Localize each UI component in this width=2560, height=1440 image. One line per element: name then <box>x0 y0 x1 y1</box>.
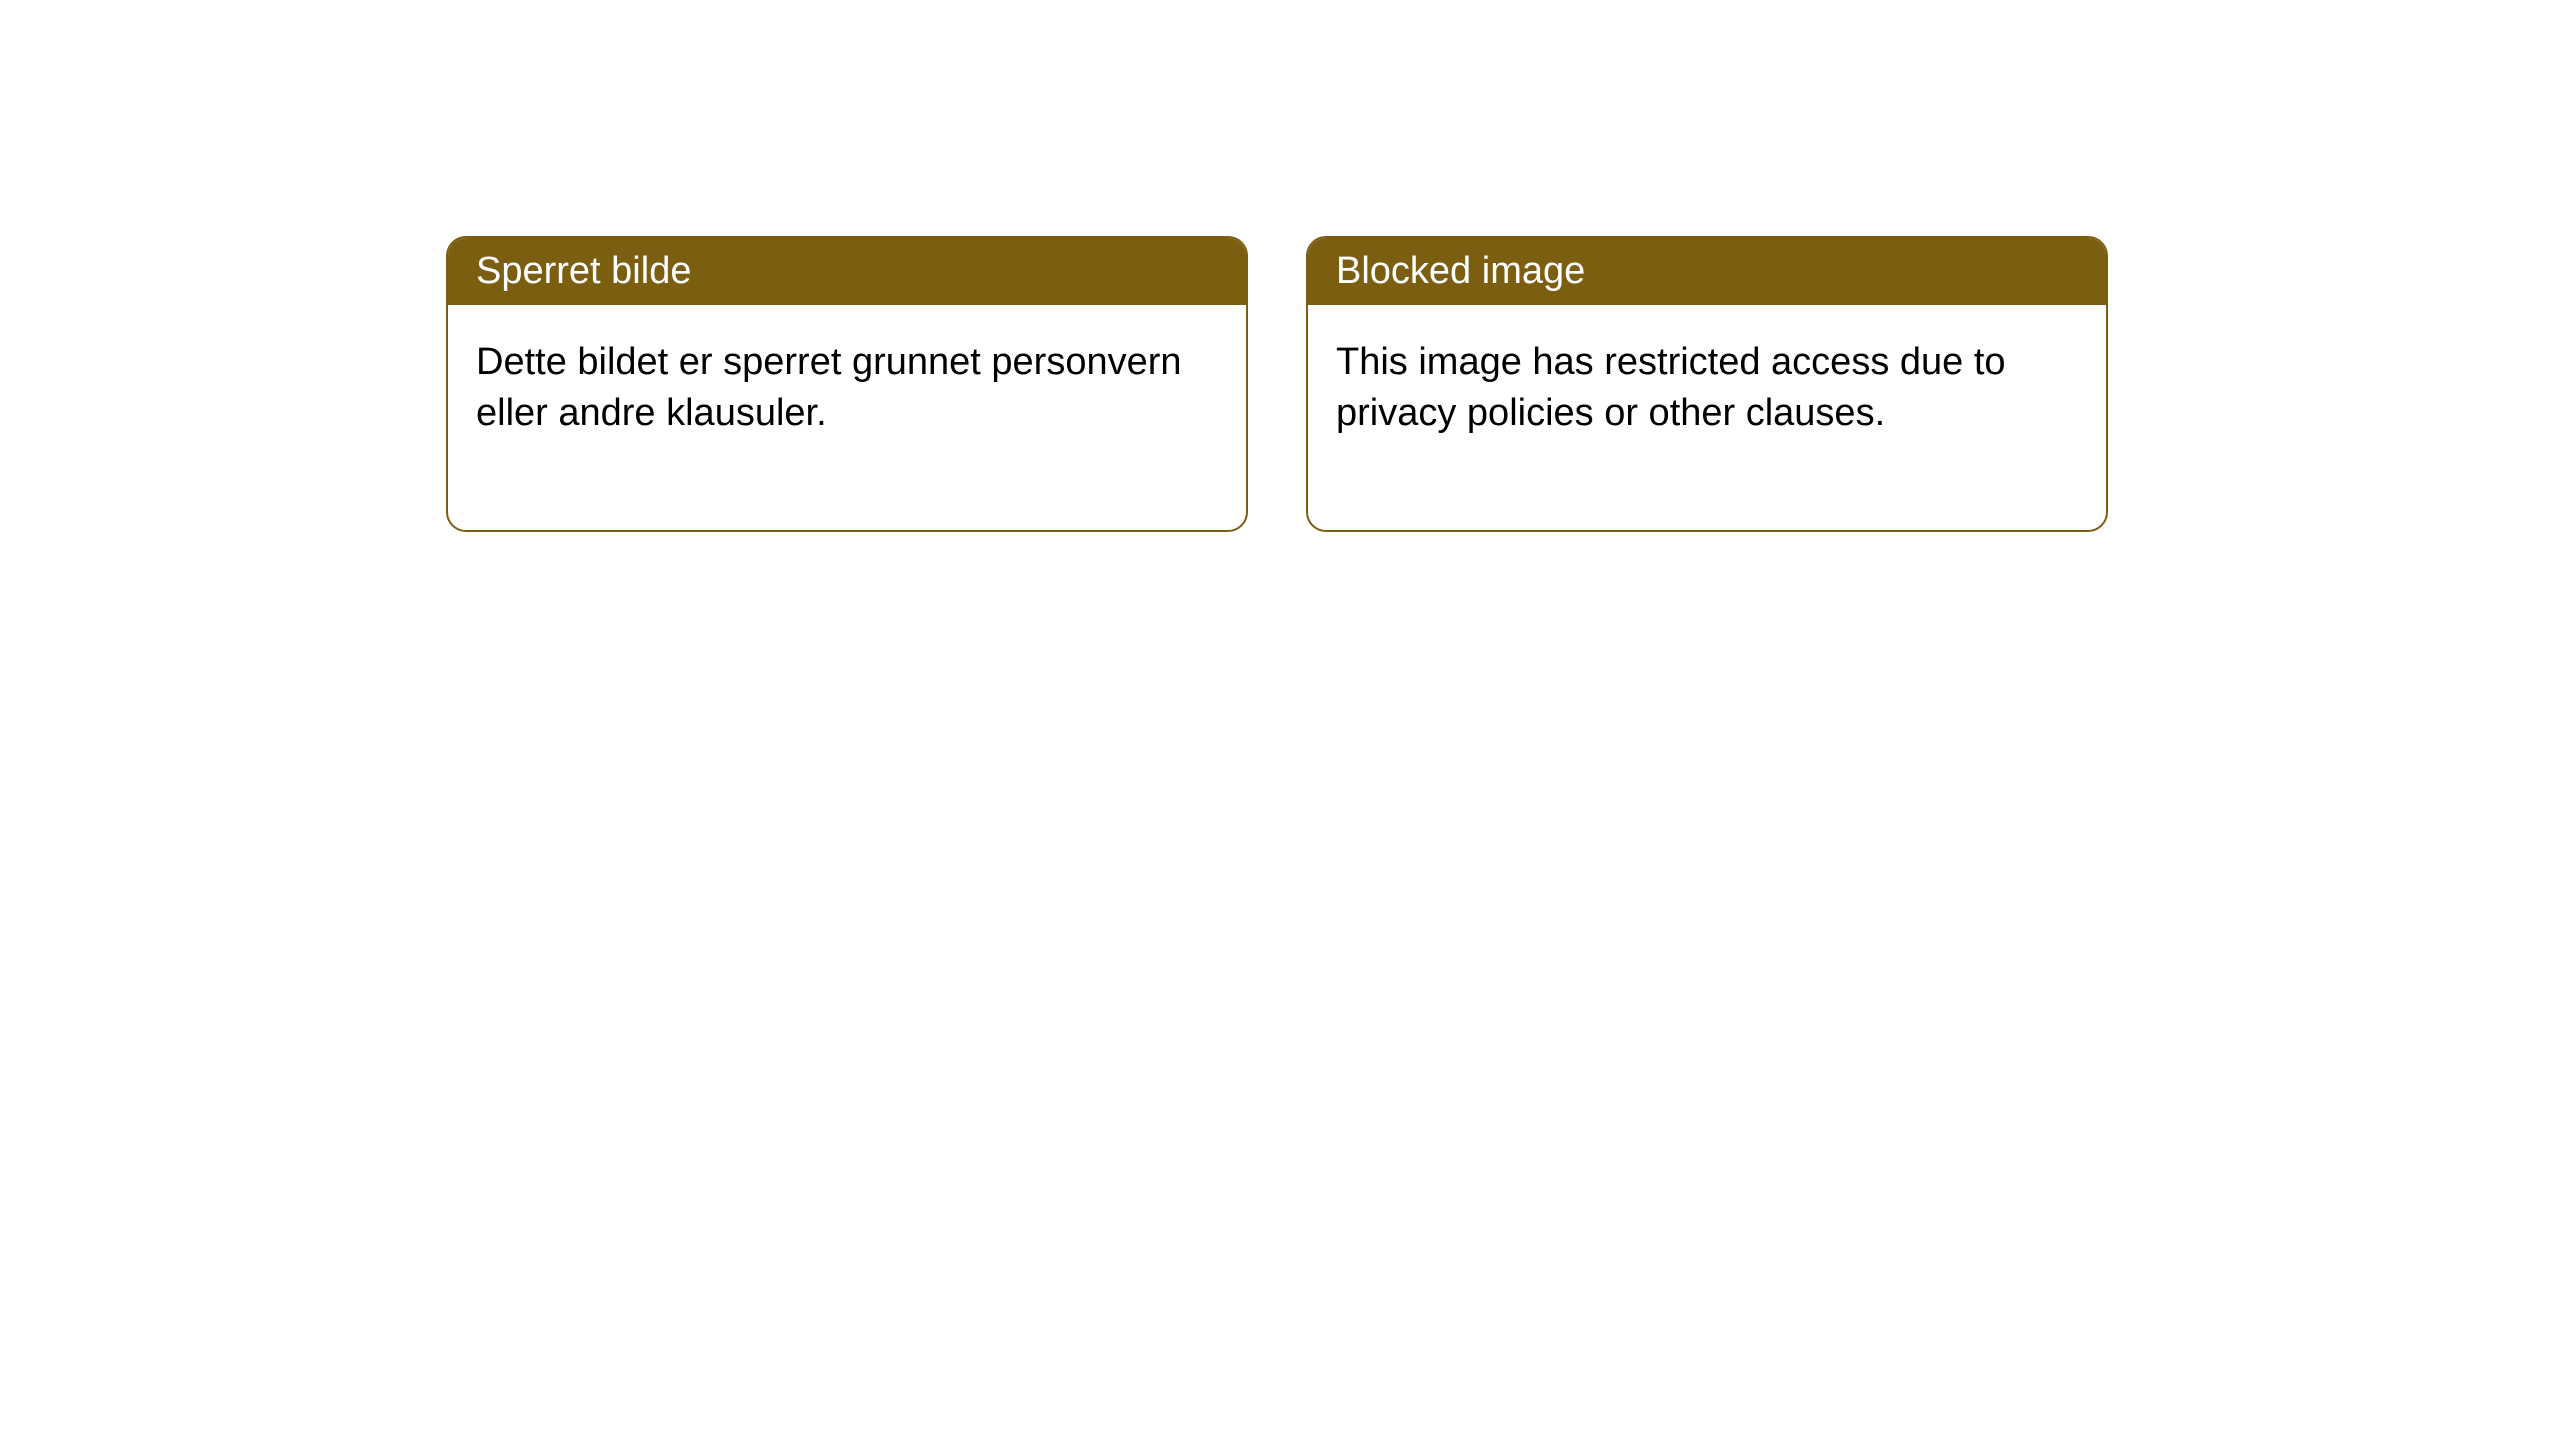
notice-header: Sperret bilde <box>448 238 1246 305</box>
notice-container: Sperret bilde Dette bildet er sperret gr… <box>446 236 2108 532</box>
notice-body: Dette bildet er sperret grunnet personve… <box>448 305 1246 530</box>
notice-header: Blocked image <box>1308 238 2106 305</box>
notice-body: This image has restricted access due to … <box>1308 305 2106 530</box>
notice-card-norwegian: Sperret bilde Dette bildet er sperret gr… <box>446 236 1248 532</box>
notice-card-english: Blocked image This image has restricted … <box>1306 236 2108 532</box>
